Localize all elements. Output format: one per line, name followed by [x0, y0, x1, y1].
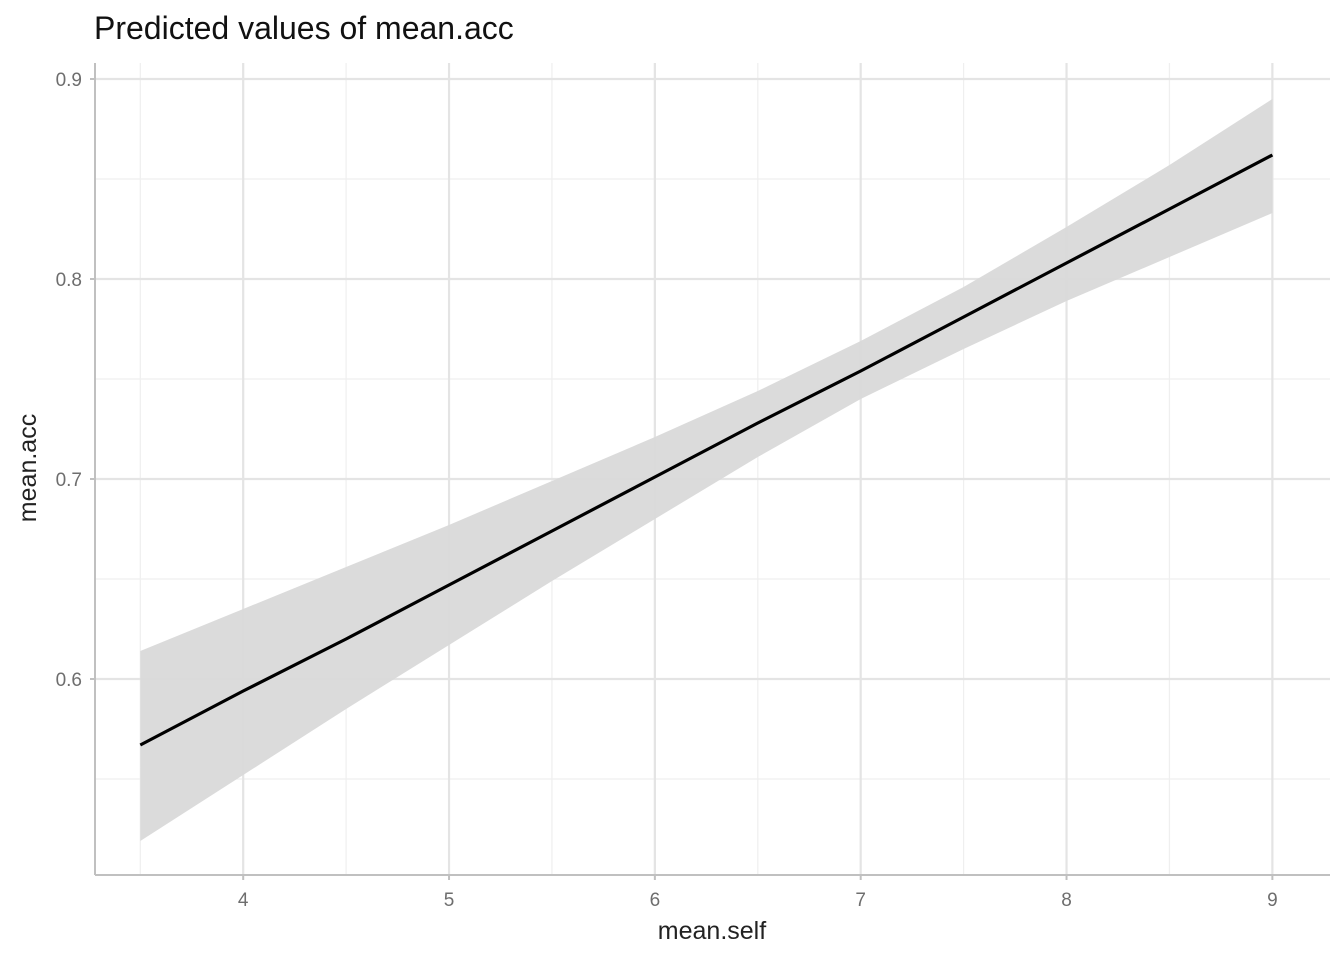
axis-lines — [94, 63, 1330, 876]
y-axis-title: mean.acc — [14, 414, 42, 522]
x-axis-title: mean.self — [658, 917, 766, 945]
y-tick-label: 0.7 — [56, 470, 82, 491]
x-tick-label: 8 — [1061, 890, 1072, 911]
y-tick-label: 0.8 — [56, 270, 82, 291]
x-tick-label: 9 — [1267, 890, 1278, 911]
x-tick-label: 6 — [650, 890, 661, 911]
x-tick-label: 4 — [238, 890, 249, 911]
x-tick-label: 5 — [444, 890, 455, 911]
x-axis-ticks: 4 5 6 7 8 9 — [238, 875, 1278, 911]
prediction-line — [139, 153, 1274, 747]
y-tick-label: 0.9 — [56, 70, 82, 91]
chart-title: Predicted values of mean.acc — [94, 10, 514, 46]
x-tick-label: 7 — [855, 890, 866, 911]
y-axis-ticks: 0.6 0.7 0.8 0.9 — [56, 70, 95, 691]
confidence-ribbon — [140, 99, 1273, 841]
y-tick-label: 0.6 — [56, 670, 82, 691]
